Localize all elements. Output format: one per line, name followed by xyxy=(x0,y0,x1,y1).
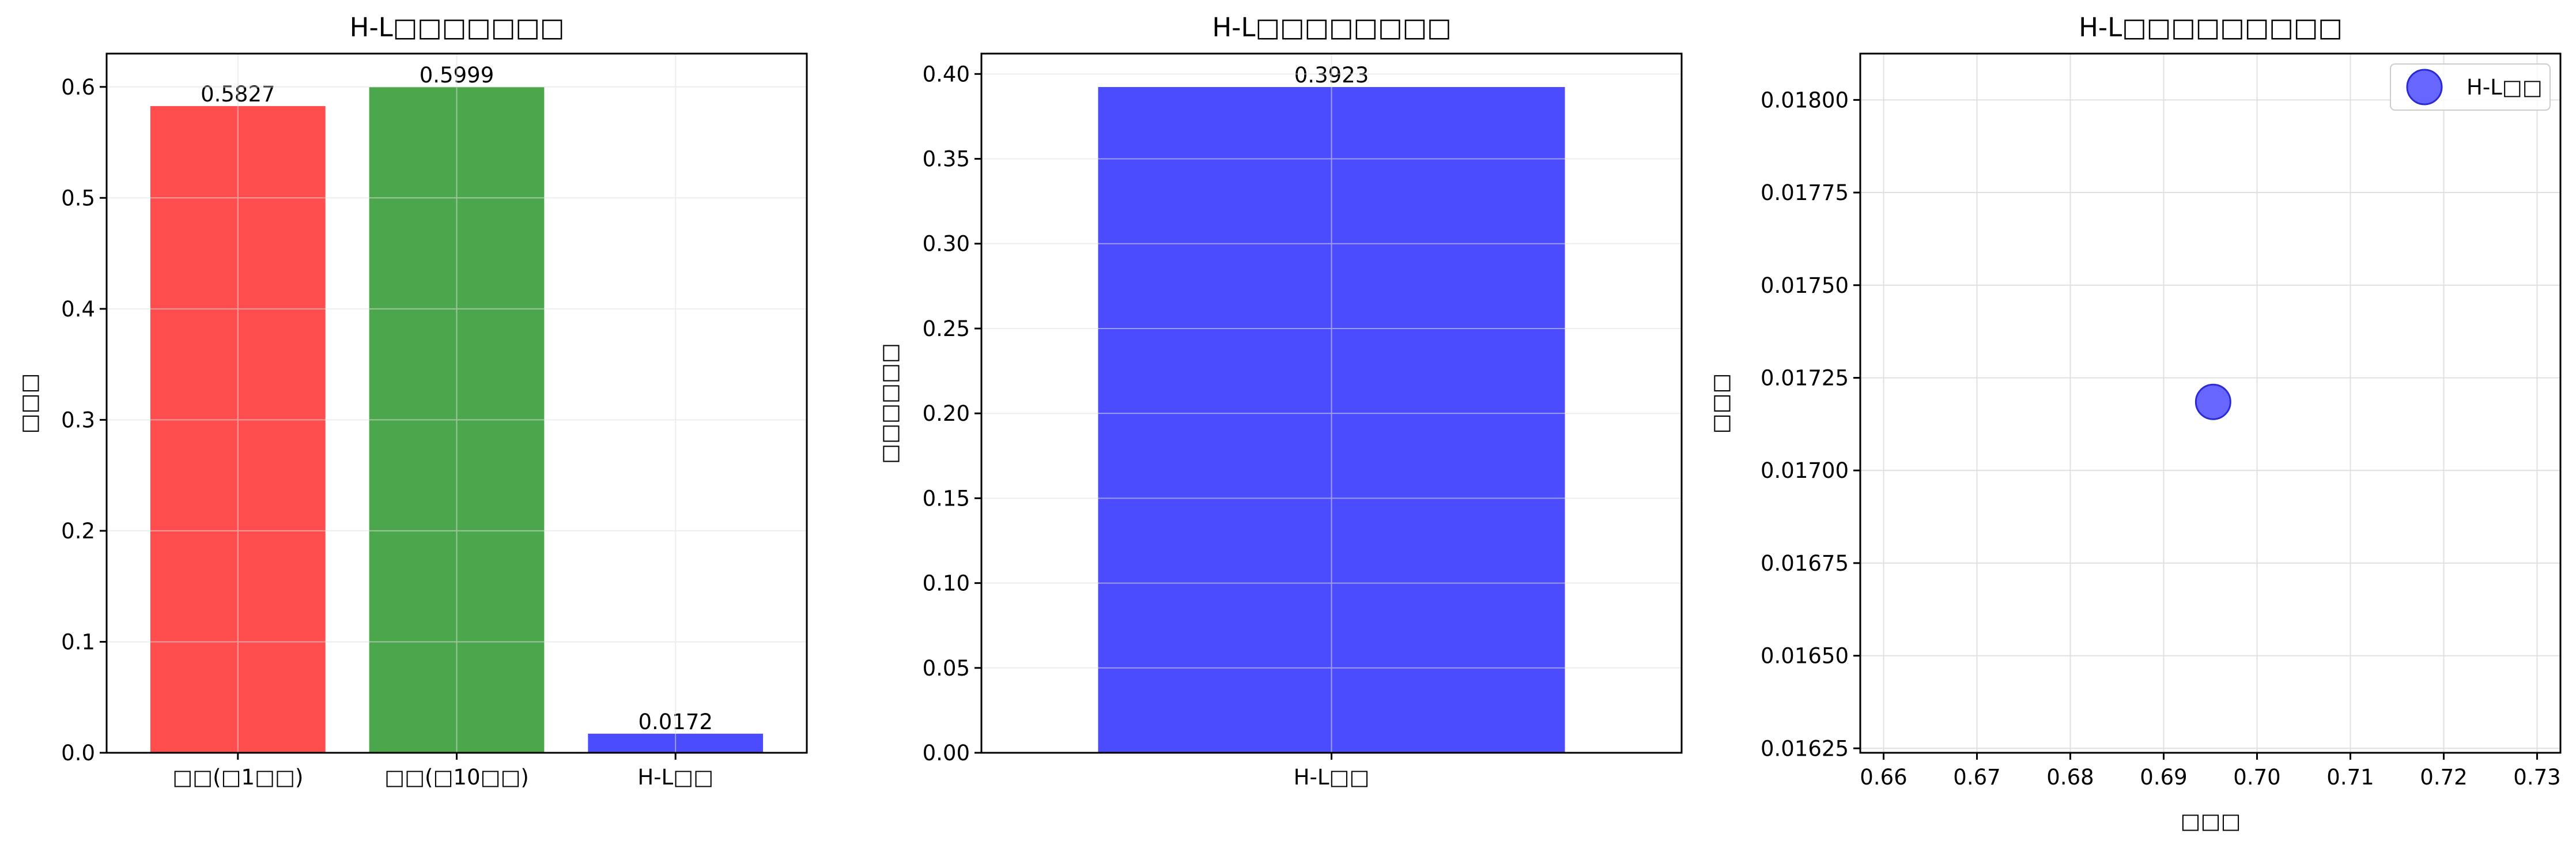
p1-x-tick-label: □□(□10□□) xyxy=(384,765,529,790)
panel-1-x-ticks: □□(□1□□) □□(□10□□) H-L□□ xyxy=(172,753,713,790)
p1-y-tick-label: 0.5 xyxy=(61,186,95,210)
panel-2-y-ticks: 0.00 0.05 0.10 0.15 0.20 0.25 0.30 0.35 0.40 xyxy=(923,62,981,765)
panel-1-y-axis-label: □□□ xyxy=(17,374,41,434)
p1-y-tick-label: 0.2 xyxy=(61,519,95,544)
panel-2-gridlines xyxy=(981,54,1682,753)
p1-x-tick-label: H-L□□ xyxy=(637,765,713,790)
p2-y-tick-label: 0.15 xyxy=(923,486,970,511)
p1-y-tick-label: 0.6 xyxy=(61,75,95,100)
panel-3-legend-label: H-L□□ xyxy=(2467,75,2543,100)
legend-marker-icon xyxy=(2406,69,2443,105)
p2-y-tick-label: 0.20 xyxy=(923,401,970,426)
p3-y-tick-label: 0.01750 xyxy=(1761,273,1849,298)
panel-3-title: H-L□□□□□□□□□ xyxy=(2079,12,2343,43)
panel-3-x-axis-label: □□□ xyxy=(2181,809,2241,833)
p3-y-tick-label: 0.01800 xyxy=(1761,88,1849,112)
panel-1-y-ticks: 0.0 0.1 0.2 0.3 0.4 0.5 0.6 xyxy=(61,75,107,765)
p3-x-tick-label: 0.72 xyxy=(2420,765,2467,790)
panel-2-y-axis-label: □□□□□□ xyxy=(877,343,902,464)
panel-1-title: H-L□□□□□□□ xyxy=(350,12,565,43)
panel-3-y-ticks: 0.01625 0.01650 0.01675 0.01700 0.01725 0.017… xyxy=(1761,88,1860,761)
p3-y-tick-label: 0.01700 xyxy=(1761,458,1849,483)
p2-y-tick-label: 0.40 xyxy=(923,62,970,86)
p3-scatter-point xyxy=(2194,383,2231,420)
p1-y-tick-label: 0.1 xyxy=(61,629,95,654)
p3-x-tick-label: 0.67 xyxy=(1953,765,2000,790)
p2-y-tick-label: 0.05 xyxy=(923,656,970,681)
p3-x-tick-label: 0.68 xyxy=(2046,765,2094,790)
p2-y-tick-label: 0.25 xyxy=(923,316,970,341)
panel-2-title: H-L□□□□□□□□ xyxy=(1212,12,1451,43)
p1-y-tick-label: 0.0 xyxy=(61,741,95,765)
p3-x-tick-label: 0.73 xyxy=(2513,765,2560,790)
p3-y-tick-label: 0.01650 xyxy=(1761,644,1849,669)
p3-x-tick-label: 0.71 xyxy=(2326,765,2374,790)
p3-x-tick-label: 0.70 xyxy=(2233,765,2280,790)
p2-x-tick-label: H-L□□ xyxy=(1294,765,1370,790)
p2-y-tick-label: 0.00 xyxy=(923,741,970,765)
panel-3-axes-frame xyxy=(1859,52,2562,754)
p2-y-tick-label: 0.35 xyxy=(923,147,970,172)
p3-x-tick-label: 0.69 xyxy=(2140,765,2187,790)
panel-3-points xyxy=(2194,383,2231,420)
panel-3-y-axis-label: □□□ xyxy=(1708,374,1733,434)
p3-x-tick-label: 0.66 xyxy=(1860,765,1907,790)
panel-2: H-L□□□□□□□□ 0.3923 0.000.050.100.150.200… xyxy=(877,12,1683,790)
panel-3-x-ticks: 0.66 0.67 0.68 0.69 0.70 0.71 0.72 0.73 xyxy=(1860,753,2561,790)
panel-3: H-L□□□□□□□□□ 0.01625 0.01650 0.01675 0.0170… xyxy=(1708,12,2562,833)
p2-y-tick-label: 0.10 xyxy=(923,571,970,596)
p1-y-tick-label: 0.3 xyxy=(61,408,95,432)
p1-y-tick-label: 0.4 xyxy=(61,297,95,322)
panel-3-legend: H-L□□ xyxy=(2390,63,2551,111)
p3-y-tick-label: 0.01725 xyxy=(1761,365,1849,390)
panel-2-x-ticks: H-L□□ xyxy=(1294,753,1370,790)
p3-y-tick-label: 0.01675 xyxy=(1761,551,1849,576)
p1-x-tick-label: □□(□1□□) xyxy=(172,765,303,790)
p2-y-tick-label: 0.30 xyxy=(923,232,970,256)
p3-y-tick-label: 0.01625 xyxy=(1761,736,1849,761)
p3-y-tick-label: 0.01775 xyxy=(1761,180,1849,205)
